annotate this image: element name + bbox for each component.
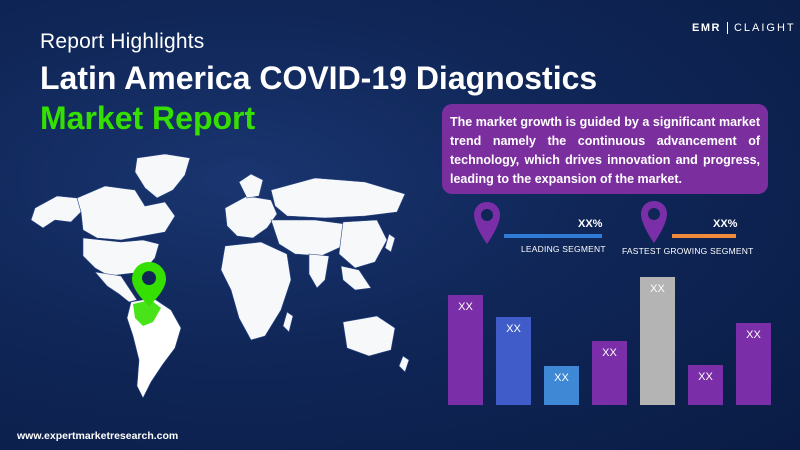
world-map — [30, 153, 410, 399]
logo-left-text: EMR — [692, 22, 721, 34]
map-scandinavia — [238, 173, 264, 199]
map-europe — [224, 195, 278, 239]
map-latin-america-highlight — [133, 300, 161, 326]
map-central-asia — [270, 219, 346, 257]
report-title-line1: Latin America COVID-19 Diagnostics — [40, 60, 598, 96]
fastest-growing-pin-icon — [641, 201, 667, 243]
map-madagascar — [282, 311, 294, 333]
chart-bar: XX — [544, 366, 579, 405]
map-new-zealand — [398, 355, 410, 373]
chart-bar-label: XX — [746, 329, 761, 341]
map-mexico — [94, 271, 138, 303]
chart-bar: XX — [736, 323, 771, 405]
fastest-growing-line — [672, 234, 736, 238]
chart-bar-label: XX — [650, 283, 665, 295]
map-canada — [76, 185, 176, 241]
chart-bar: XX — [496, 317, 531, 405]
logo-divider — [726, 22, 728, 34]
chart-bar: XX — [688, 365, 723, 405]
report-title-line2: Market Report — [40, 100, 256, 136]
chart-bar-label: XX — [506, 323, 521, 335]
chart-bar: XX — [640, 277, 675, 405]
map-australia — [342, 315, 396, 357]
chart-bar-label: XX — [602, 347, 617, 359]
map-east-asia — [338, 219, 388, 269]
leading-segment-label: LEADING SEGMENT — [521, 244, 606, 254]
map-alaska — [30, 195, 84, 229]
fastest-growing-value: XX% — [713, 218, 738, 230]
map-japan — [384, 233, 396, 253]
map-russia — [270, 177, 406, 219]
chart-bar: XX — [448, 295, 483, 405]
chart-bar-label: XX — [458, 301, 473, 313]
leading-segment-value: XX% — [578, 218, 603, 230]
website-url: www.expertmarketresearch.com — [17, 430, 179, 442]
chart-bar-label: XX — [698, 371, 713, 383]
map-india — [308, 253, 330, 289]
map-africa — [220, 241, 292, 341]
logo-right-text: CLAIGHT — [733, 22, 796, 34]
fastest-growing-label: FASTEST GROWING SEGMENT — [622, 246, 754, 256]
chart-bar-label: XX — [554, 372, 569, 384]
market-trend-box: The market growth is guided by a signifi… — [442, 104, 768, 194]
map-greenland — [134, 153, 191, 199]
map-se-asia — [340, 265, 372, 291]
report-highlights-label: Report Highlights — [40, 30, 205, 53]
chart-bar: XX — [592, 341, 627, 405]
emr-claight-logo: EMR CLAIGHT — [692, 22, 796, 34]
latin-america-pin-icon — [132, 262, 166, 306]
leading-segment-line — [504, 234, 602, 238]
leading-segment-pin-icon — [474, 202, 500, 244]
